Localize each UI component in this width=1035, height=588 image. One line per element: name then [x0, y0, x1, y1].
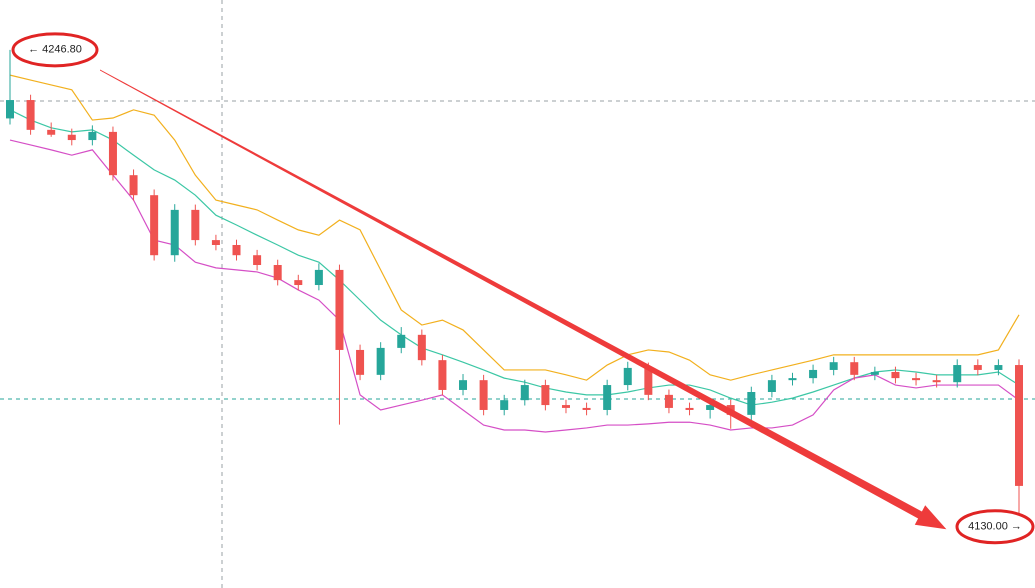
band-line: [9, 139, 1020, 433]
band-line: [9, 74, 1020, 381]
candle-body: [829, 362, 838, 370]
candle-body: [623, 367, 632, 386]
candle-body: [685, 407, 694, 410]
candle-body: [747, 392, 756, 415]
candle-body: [6, 100, 14, 119]
candle-body: [26, 100, 35, 130]
candle-body: [664, 394, 673, 408]
candle-body: [88, 131, 97, 141]
candle-body: [376, 347, 385, 375]
candle-body: [211, 240, 220, 245]
plot: [6, 49, 1023, 527]
candle-body: [788, 378, 797, 381]
candle-body: [397, 334, 406, 348]
candle-body: [603, 385, 612, 410]
candle-body: [912, 378, 921, 381]
annotation-ring: [955, 509, 1035, 545]
candle-body: [417, 334, 426, 361]
candle-body: [870, 371, 879, 375]
candle-body: [500, 400, 509, 410]
candle-body: [150, 195, 159, 256]
candle-body: [438, 360, 447, 390]
candle-body: [809, 369, 818, 379]
candle-body: [459, 380, 468, 390]
candle-body: [1015, 365, 1023, 486]
candle-body: [191, 209, 200, 241]
candle-body: [541, 385, 550, 406]
annotations: ← 4246.80 4130.00 →: [11, 32, 1035, 545]
candle-body: [129, 175, 138, 196]
candle-body: [891, 371, 900, 379]
band-line: [9, 109, 1020, 406]
trend-arrow: [100, 69, 947, 530]
annotation-label: 4130.00 →: [968, 521, 1022, 533]
candle-body: [932, 380, 941, 383]
candle-body: [479, 380, 488, 410]
candle-body: [561, 405, 570, 408]
candle-body: [232, 245, 241, 256]
candle-body: [953, 365, 962, 383]
candle-body: [335, 269, 344, 350]
annotation-label: ← 4246.80: [28, 44, 82, 56]
candle-body: [273, 265, 282, 281]
candle-body: [67, 134, 76, 141]
candle-body: [108, 131, 117, 176]
candle-body: [294, 280, 303, 286]
candle-body: [47, 129, 56, 135]
candle-body: [520, 385, 529, 401]
candle-body: [314, 269, 323, 286]
candle-body: [706, 405, 715, 410]
candle-body: [356, 349, 365, 375]
candle-body: [850, 362, 859, 375]
candle-body: [767, 380, 776, 392]
candle-body: [170, 209, 179, 256]
candle-body: [994, 365, 1003, 370]
annotation-ring: [11, 32, 99, 68]
candle-body: [582, 407, 591, 410]
candle-body: [644, 367, 653, 395]
candle-body: [973, 365, 982, 370]
candle-body: [253, 255, 262, 266]
